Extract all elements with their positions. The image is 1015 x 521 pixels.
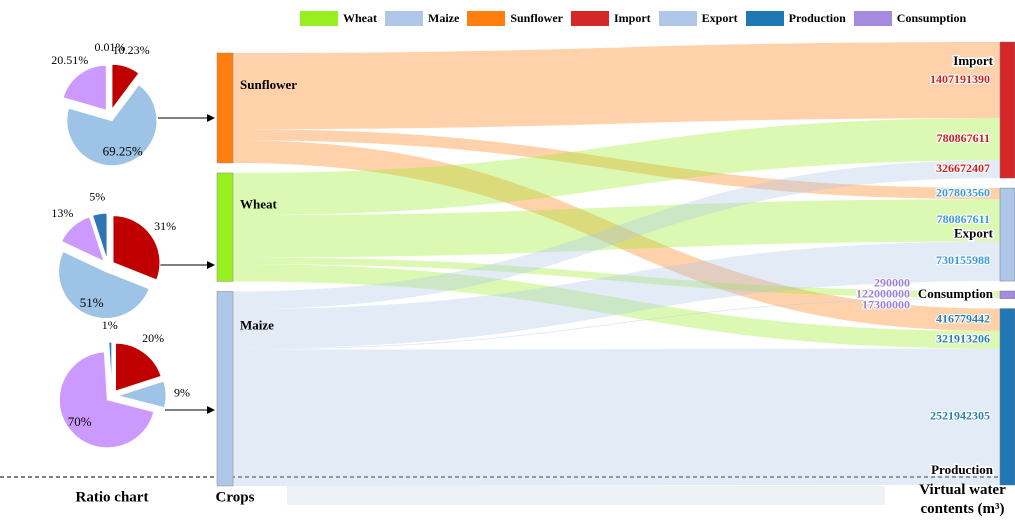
link-value-label: 780867611 bbox=[937, 212, 990, 226]
legend-item: Export bbox=[658, 11, 738, 26]
legend-swatch bbox=[570, 11, 609, 26]
pie-value-label: 1% bbox=[102, 318, 118, 332]
legend-label: Wheat bbox=[343, 11, 377, 25]
sankey-link bbox=[233, 257, 1000, 298]
sankey-link bbox=[233, 348, 1000, 486]
pie-slice bbox=[115, 342, 162, 392]
legend-swatch bbox=[300, 11, 338, 26]
legend-item: Import bbox=[570, 11, 651, 26]
sankey-link bbox=[233, 42, 1000, 130]
pie-value-label: 31% bbox=[154, 219, 176, 233]
legend-item: Consumption bbox=[853, 11, 967, 26]
link-value-label: 2521942305 bbox=[930, 409, 990, 423]
link-value-label: 1407191390 bbox=[930, 72, 990, 86]
link-value-label: 17300000 bbox=[862, 298, 910, 312]
sankey-link bbox=[233, 129, 1000, 200]
source-label: Wheat bbox=[240, 196, 278, 211]
pie-value-label: 20.51% bbox=[51, 53, 88, 67]
target-node bbox=[999, 290, 1015, 299]
pie-value-label: 10.23% bbox=[113, 43, 150, 57]
legend: Wheat Maize Sunflower Import Export Productio… bbox=[300, 11, 966, 26]
pie-value-label: 20% bbox=[142, 331, 164, 345]
pie-value-label: 70% bbox=[68, 414, 92, 429]
target-label: Virtual water contents (m³) bbox=[919, 482, 1006, 517]
sankey-link bbox=[233, 118, 1000, 216]
legend-swatch bbox=[658, 11, 697, 26]
link-value-label: 780867611 bbox=[937, 131, 990, 145]
legend-item: Wheat bbox=[300, 11, 377, 26]
source-node bbox=[216, 291, 234, 487]
pie-slice bbox=[62, 64, 107, 111]
pie-slice bbox=[58, 250, 150, 320]
legend-swatch bbox=[467, 11, 506, 26]
link-value-label: 122000000 bbox=[856, 287, 910, 301]
pie-slice bbox=[116, 380, 167, 409]
legend-swatch bbox=[745, 11, 784, 26]
legend-item: Production bbox=[745, 11, 846, 26]
legend-label: Sunflower bbox=[510, 11, 563, 25]
legend-item: Sunflower bbox=[467, 11, 563, 26]
sankey-link bbox=[233, 241, 1000, 349]
target-label: Production bbox=[931, 462, 994, 477]
source-label: Crops bbox=[216, 489, 255, 505]
link-value-label: 290000 bbox=[874, 276, 910, 290]
pie-slice bbox=[66, 83, 158, 167]
pie-slice bbox=[108, 341, 113, 391]
link-value-label: 730155988 bbox=[936, 253, 990, 267]
legend-label: Production bbox=[788, 11, 846, 25]
legend-label: Import bbox=[613, 11, 651, 25]
legend-label: Consumption bbox=[896, 11, 967, 25]
pie-label: Ratio chart bbox=[76, 489, 149, 505]
legend-swatch bbox=[385, 11, 423, 26]
target-label: Import bbox=[953, 53, 993, 68]
legend-label: Maize bbox=[428, 11, 460, 25]
pie-value-label: 51% bbox=[80, 295, 104, 310]
sankey-link bbox=[233, 264, 1000, 349]
target-node bbox=[999, 308, 1015, 486]
link-value-label: 207803560 bbox=[936, 185, 990, 199]
legend-swatch bbox=[853, 11, 892, 26]
target-label: Consumption bbox=[918, 286, 994, 301]
pie-slice bbox=[112, 215, 161, 281]
source-node bbox=[216, 172, 234, 282]
background-band bbox=[287, 486, 885, 505]
legend-label: Export bbox=[701, 11, 738, 25]
source-label: Sunflower bbox=[240, 77, 297, 92]
sankey-link bbox=[233, 199, 1000, 258]
pie-slice bbox=[91, 212, 108, 261]
sankey-link bbox=[233, 140, 1000, 332]
pie-value-label: 69.25% bbox=[103, 144, 143, 159]
target-node bbox=[999, 41, 1015, 179]
legend-item: Maize bbox=[385, 11, 459, 26]
sankey-link bbox=[233, 297, 1000, 350]
pie-value-label: 9% bbox=[174, 386, 190, 400]
target-node bbox=[999, 187, 1015, 282]
link-value-label: 321913206 bbox=[936, 332, 990, 346]
pie-slice bbox=[60, 216, 105, 263]
pie-value-label: 5% bbox=[89, 190, 105, 204]
link-value-label: 326672407 bbox=[936, 161, 990, 175]
source-node bbox=[216, 52, 234, 164]
sankey-link bbox=[233, 140, 1000, 292]
pie-value-label: 13% bbox=[51, 206, 73, 220]
source-label: Maize bbox=[240, 317, 274, 332]
target-label: Export bbox=[954, 226, 994, 241]
sankey-link bbox=[233, 160, 1000, 310]
pie-slice bbox=[111, 63, 140, 111]
pie-value-label: 0.01% bbox=[94, 40, 125, 54]
pie-slice bbox=[58, 351, 155, 449]
link-value-label: 416779442 bbox=[936, 312, 990, 326]
